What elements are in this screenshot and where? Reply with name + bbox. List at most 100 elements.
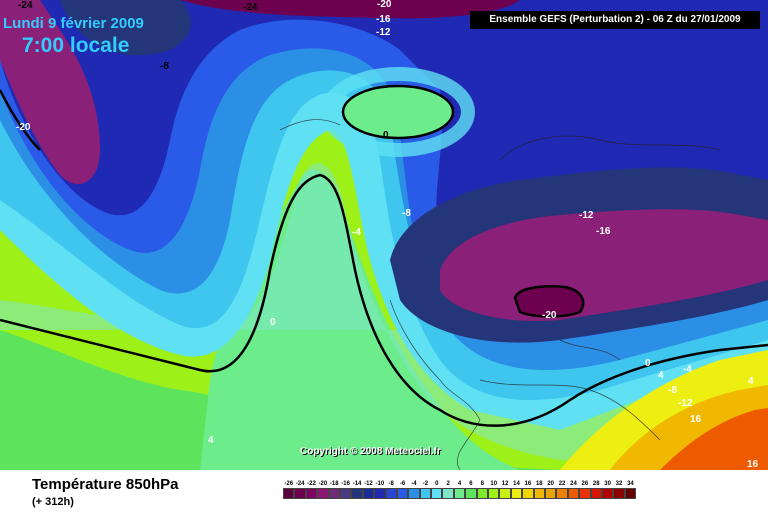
contour-label: 16 [747,459,759,470]
contour-label: -12 [678,398,693,409]
scale-swatch [476,488,489,499]
contour-label: 0 [383,130,389,141]
scale-step: 22 [556,480,568,500]
field-cyan-north-halo [321,67,475,157]
scale-tick-label: 24 [570,481,577,487]
contour-label: -12 [579,210,594,221]
scale-step: 4 [453,480,466,500]
scale-tick-label: 12 [501,481,509,487]
scale-step: 2 [442,480,454,500]
color-scale: -26 -24 -22 -20 -18 -16 -14 -12 -10 -8 -6 -4 -2 0 2 4 6 8… [283,480,637,500]
scale-step: 18 [533,480,545,500]
legend-footer: Température 850hPa (+ 312h) -26 -24 -22 -20… [0,470,768,512]
contour-label: -8 [160,61,169,72]
field-green [0,330,560,470]
scale-swatch [431,488,443,499]
scale-step: 26 [579,480,591,500]
scale-tick-label: -16 [341,481,350,487]
scale-tick-label: -24 [295,481,305,487]
scale-swatch [362,488,375,499]
scale-swatch [294,488,306,499]
scale-tick-label: -22 [307,481,316,487]
field-cold-west [0,0,100,185]
scale-tick-label: -2 [422,481,429,487]
scale-step: 20 [544,480,557,500]
scale-step: -8 [385,480,397,500]
scale-step: -24 [294,480,306,500]
field-core-east [515,286,584,317]
scale-swatch [442,488,454,499]
contour-label: -24 [243,2,258,13]
field-green-north [343,86,453,138]
coastlines [279,119,721,470]
contour-label: -20 [377,0,392,10]
scale-swatch [567,488,580,499]
scale-swatch [328,488,340,499]
scale-step: -18 [328,480,340,500]
scale-swatch [408,488,420,499]
contour-label: -16 [596,226,611,237]
scale-tick-label: 10 [490,481,498,487]
scale-swatch [510,488,523,499]
scale-tick-label: -10 [375,481,385,487]
scale-swatch [453,488,466,499]
scale-step: 12 [499,480,511,500]
scale-step: 28 [590,480,602,500]
scale-tick-label: 34 [627,481,634,487]
scale-tick-label: -14 [352,481,362,487]
scale-step: -26 [283,480,295,500]
scale-step: -12 [362,480,375,500]
scale-tick-label: -4 [411,481,417,487]
field-navy-north [60,0,191,56]
contour-label: 0 [270,317,276,328]
scale-swatch [385,488,397,499]
scale-tick-label: -26 [284,481,294,487]
scale-step: -16 [339,480,352,500]
contour-label: -20 [16,122,31,133]
scale-tick-label: -20 [318,481,328,487]
scale-step: 24 [567,480,580,500]
scale-swatch [544,488,557,499]
scale-tick-label: 30 [604,481,611,487]
contour-label: -24 [18,0,33,11]
scale-swatch [305,488,318,499]
contour-label: -4 [683,364,692,375]
lead-time: (+ 312h) [32,496,74,508]
scale-step: -20 [317,480,329,500]
scale-step: -14 [351,480,363,500]
copyright-notice: Copyright © 2008 Meteociel.fr [300,446,441,457]
scale-swatch [590,488,602,499]
scale-step: -22 [305,480,318,500]
contour-label: 4 [208,435,214,446]
scale-tick-label: 26 [581,481,589,487]
scale-tick-label: 2 [446,481,450,487]
contour-label: -8 [668,385,677,396]
scale-tick-label: 0 [435,481,439,487]
field-cold-north [180,0,520,19]
scale-swatch [601,488,614,499]
scale-swatch [488,488,500,499]
contour-label: -8 [402,208,411,219]
scale-swatch [351,488,363,499]
field-hot [660,408,768,470]
scale-step: 30 [601,480,614,500]
forecast-time: 7:00 locale [22,34,130,57]
scale-swatch [533,488,545,499]
scale-tick-label: -8 [388,481,394,487]
scale-swatch [419,488,432,499]
scale-tick-label: 20 [547,481,555,487]
contour-label: -20 [542,310,557,321]
scale-step: 32 [613,480,625,500]
scale-step: 10 [488,480,500,500]
contour-label: 0 [645,358,651,369]
contour-label: 4 [748,376,754,387]
scale-tick-label: 22 [558,481,566,487]
scale-step: 34 [624,480,637,500]
scale-step: 0 [431,480,443,500]
scale-step: 8 [476,480,489,500]
scale-step: -2 [419,480,432,500]
scale-step: 14 [510,480,523,500]
scale-swatch [396,488,409,499]
scale-swatch [556,488,568,499]
scale-tick-label: -18 [329,481,339,487]
